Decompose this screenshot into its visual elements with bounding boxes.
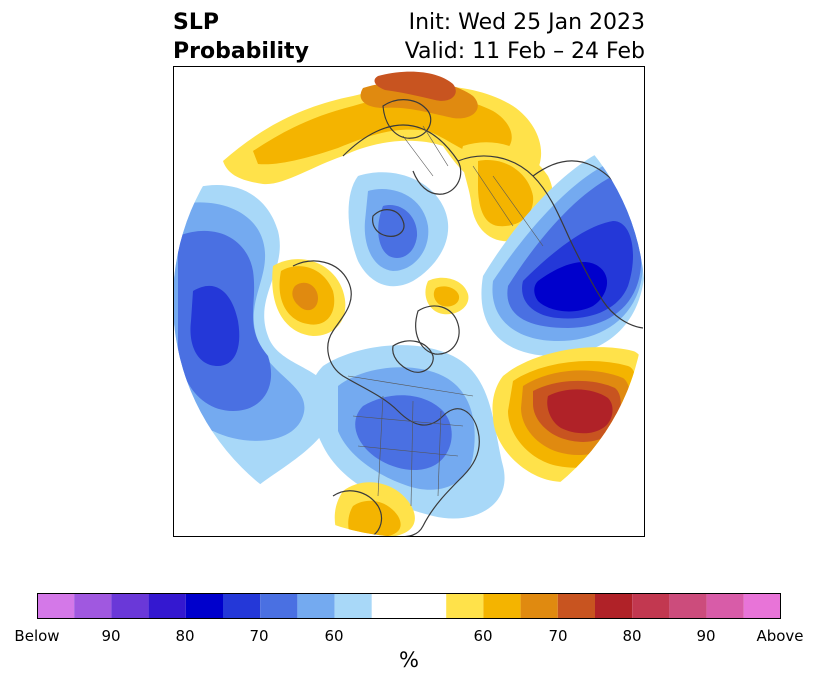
- colorbar-unit: %: [399, 648, 419, 672]
- shading-layer: [173, 71, 645, 537]
- cb-label-above-70: 70: [548, 627, 568, 645]
- cb-label-below-90: 90: [101, 627, 121, 645]
- map-border: [173, 66, 645, 537]
- colorbar-swatch-9: [371, 593, 447, 619]
- colorbar-swatch-4: [185, 593, 223, 619]
- colorbar-swatch-6: [260, 593, 298, 619]
- europe-high-core: [374, 71, 456, 101]
- border-us-states-e: [437, 410, 442, 497]
- coastline-europe: [342, 124, 462, 195]
- colorbar-swatch-11: [483, 593, 521, 619]
- asia-low-core: [534, 261, 608, 312]
- atlantic-high-core: [547, 389, 613, 434]
- border-us-states-c: [377, 395, 384, 497]
- coastline-north-america: [292, 260, 480, 537]
- colorbar-swatch-13: [557, 593, 595, 619]
- border-us-states-b: [357, 445, 459, 457]
- colorbar-swatch-0: [37, 593, 75, 619]
- colorbar-swatch-8: [334, 593, 372, 619]
- coastline-hudson-bay: [392, 340, 434, 373]
- cb-label-below: Below: [14, 627, 60, 645]
- cb-label-below-80: 80: [175, 627, 195, 645]
- colorbar-swatch-16: [669, 593, 707, 619]
- country-borders: [347, 125, 544, 507]
- colorbar-swatch-3: [148, 593, 186, 619]
- colorbar-swatch-5: [223, 593, 261, 619]
- colorbar-swatch-14: [595, 593, 633, 619]
- border-us-states-d: [410, 400, 414, 507]
- cb-label-above-90: 90: [696, 627, 716, 645]
- coastline-greenland: [415, 305, 460, 355]
- probability-map: [173, 66, 645, 537]
- cb-label-below-60: 60: [324, 627, 344, 645]
- init-date-label: Init: Wed 25 Jan 2023: [408, 10, 645, 35]
- pacific-low-core: [190, 285, 240, 366]
- cb-label-above-80: 80: [622, 627, 642, 645]
- cb-label-above-60: 60: [473, 627, 493, 645]
- border-us-canada: [347, 375, 474, 397]
- na-low-dark: [355, 395, 452, 471]
- border-asia-b: [492, 175, 544, 247]
- cb-label-below-70: 70: [249, 627, 269, 645]
- coastline-mexico: [332, 490, 383, 537]
- border-europe-b: [422, 125, 449, 167]
- colorbar-swatch-15: [632, 593, 670, 619]
- pole-high-core: [433, 286, 460, 307]
- arctic-low-dark: [378, 205, 418, 258]
- colorbar-border: [37, 593, 781, 619]
- colorbar-swatch-2: [111, 593, 149, 619]
- coastline-asia: [457, 155, 644, 329]
- valid-range-label: Valid: 11 Feb – 24 Feb: [404, 39, 645, 64]
- map-title: SLP Probability: [173, 8, 309, 66]
- alaska-high-core: [292, 282, 318, 311]
- title-line-slp: SLP: [173, 10, 219, 35]
- date-info: Init: Wed 25 Jan 2023 Valid: 11 Feb – 24…: [405, 8, 645, 66]
- border-us-states-a: [352, 415, 464, 427]
- coastline-scandinavia: [382, 99, 432, 139]
- colorbar-swatch-7: [297, 593, 335, 619]
- title-line-probability: Probability: [173, 39, 309, 64]
- cb-label-above: Above: [756, 627, 804, 645]
- mexico-high-mid: [348, 500, 401, 537]
- border-europe-a: [402, 135, 434, 177]
- colorbar-swatch-10: [446, 593, 484, 619]
- colorbar-swatch-1: [74, 593, 112, 619]
- colorbar-swatch-18: [743, 593, 781, 619]
- colorbar-swatch-17: [706, 593, 744, 619]
- coastline-arctic-islands: [372, 209, 405, 237]
- border-asia-a: [472, 165, 514, 227]
- coastlines: [292, 99, 644, 537]
- colorbar: [37, 593, 781, 619]
- colorbar-swatch-12: [520, 593, 558, 619]
